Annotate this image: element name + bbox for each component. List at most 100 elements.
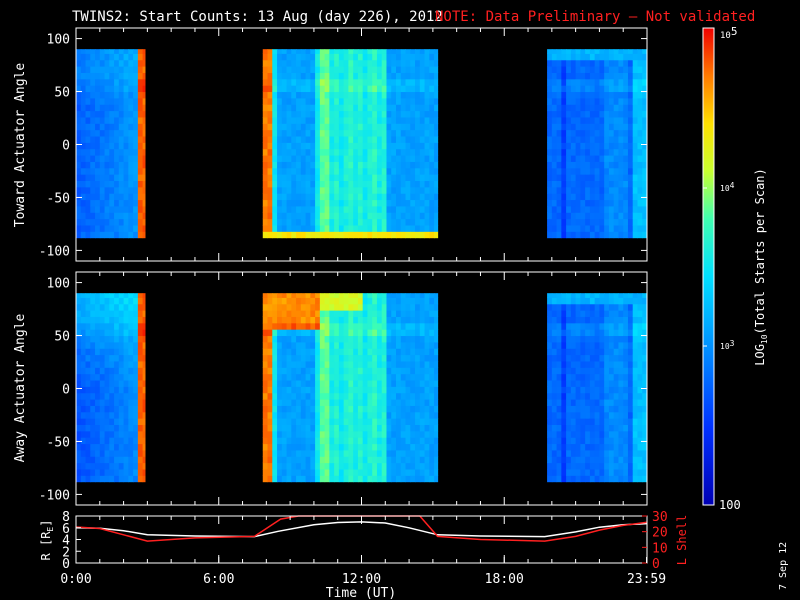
spectrogram-cell <box>585 380 591 387</box>
spectrogram-cell <box>434 167 439 175</box>
spectrogram-cell <box>551 411 558 419</box>
spectrogram-cell <box>281 148 288 156</box>
spectrogram-cell <box>362 293 368 298</box>
spectrogram-cell <box>391 303 397 311</box>
spectrogram-cell <box>85 104 91 112</box>
spectrogram-cell <box>300 231 307 239</box>
spectrogram-cell <box>286 136 292 143</box>
spectrogram-cell <box>300 199 307 207</box>
spectrogram-cell <box>277 418 283 425</box>
spectrogram-cell <box>128 443 134 451</box>
spectrogram-cell <box>391 475 397 483</box>
spectrogram-cell <box>123 430 129 438</box>
spectrogram-cell <box>296 205 302 213</box>
spectrogram-cell <box>277 322 283 330</box>
spectrogram-cell <box>391 199 397 207</box>
spectrogram-cell <box>434 116 439 124</box>
spectrogram-cell <box>305 341 311 349</box>
spectrogram-cell <box>272 212 278 220</box>
spectrogram-cell <box>556 373 562 381</box>
spectrogram-cell <box>362 322 368 330</box>
spectrogram-cell <box>357 224 364 232</box>
spectrogram-cell <box>381 418 387 425</box>
data-preliminary-note: NOTE: Data Preliminary – Not validated <box>435 9 755 25</box>
spectrogram-cell <box>338 161 345 169</box>
spectrogram-cell <box>329 329 335 337</box>
spectrogram-cell <box>410 360 416 368</box>
spectrogram-cell <box>267 348 273 356</box>
spectrogram-cell <box>637 405 643 413</box>
spectrogram-cell <box>315 348 321 356</box>
spectrogram-cell <box>133 193 139 201</box>
spectrogram-cell <box>386 161 392 169</box>
spectrogram-cell <box>376 66 383 73</box>
spectrogram-cell <box>594 437 600 445</box>
spectrogram-cell <box>396 155 402 162</box>
spectrogram-cell <box>133 360 139 368</box>
spectrogram-cell <box>104 78 110 86</box>
spectrogram-cell <box>338 430 345 438</box>
spectrogram-cell <box>424 475 430 483</box>
spectrogram-cell <box>286 348 292 356</box>
spectrogram-cell <box>405 167 411 175</box>
spectrogram-cell <box>137 205 144 213</box>
spectrogram-cell <box>286 468 292 476</box>
spectrogram-cell <box>277 186 283 194</box>
spectrogram-cell <box>415 468 421 476</box>
spectrogram-cell <box>405 341 411 349</box>
spectrogram-cell <box>608 303 615 311</box>
spectrogram-cell <box>410 316 416 324</box>
spectrogram-cell <box>405 424 411 432</box>
spectrogram-cell <box>95 91 101 99</box>
spectrogram-cell <box>329 293 335 298</box>
spectrogram-cell <box>604 329 610 337</box>
spectrogram-cell <box>386 212 392 220</box>
spectrogram-cell <box>99 348 106 356</box>
spectrogram-cell <box>315 59 321 67</box>
spectrogram-cell <box>362 174 368 181</box>
spectrogram-cell <box>594 367 600 375</box>
spectrogram-cell <box>405 66 411 73</box>
spectrogram-cell <box>410 116 416 124</box>
spectrogram-cell <box>372 116 378 124</box>
spectrogram-cell <box>367 367 373 375</box>
spectrogram-cell <box>608 449 615 457</box>
spectrogram-cell <box>262 354 269 362</box>
spectrogram-cell <box>613 399 619 406</box>
spectrogram-cell <box>637 367 643 375</box>
spectrogram-cell <box>580 142 586 150</box>
spectrogram-cell <box>277 85 283 93</box>
spectrogram-cell <box>632 66 638 73</box>
spectrogram-cell <box>608 142 615 150</box>
spectrogram-cell <box>376 449 383 457</box>
spectrogram-cell <box>262 123 269 131</box>
spectrogram-cell <box>118 167 125 175</box>
spectrogram-cell <box>109 212 115 220</box>
spectrogram-cell <box>334 231 340 239</box>
spectrogram-cell <box>367 180 373 188</box>
spectrogram-cell <box>434 59 439 67</box>
spectrogram-cell <box>618 174 624 181</box>
spectrogram-cell <box>556 205 562 213</box>
spectrogram-cell <box>90 322 96 330</box>
spectrogram-cell <box>286 116 292 124</box>
spectrogram-cell <box>357 475 364 483</box>
spectrogram-cell <box>114 136 120 143</box>
spectrogram-cell <box>575 123 581 131</box>
spectrogram-cell <box>580 53 586 61</box>
spectrogram-cell <box>632 212 638 220</box>
spectrogram-cell <box>362 167 368 175</box>
spectrogram-cell <box>429 329 435 337</box>
spectrogram-cell <box>277 456 283 464</box>
spectrogram-cell <box>114 405 120 413</box>
spectrogram-cell <box>547 348 553 356</box>
spectrogram-cell <box>419 430 426 438</box>
spectrogram-cell <box>604 59 610 67</box>
spectrogram-cell <box>99 380 106 387</box>
spectrogram-cell <box>632 123 638 131</box>
spectrogram-cell <box>372 231 378 239</box>
spectrogram-cell <box>386 354 392 362</box>
spectrogram-cell <box>99 167 106 175</box>
spectrogram-cell <box>623 180 629 188</box>
spectrogram-cell <box>396 430 402 438</box>
